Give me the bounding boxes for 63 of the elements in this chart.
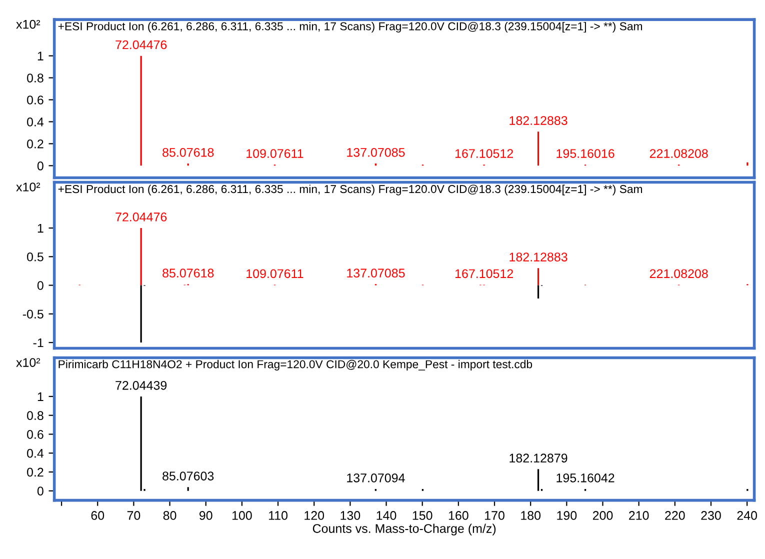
chart-title: +ESI Product Ion (6.261, 6.286, 6.311, 6.335 ... min, 17 Scans) Frag=120.0V CID@18.3 (239.15004[z=1] -> **) Sam <box>58 22 642 33</box>
x-tick-label: 170 <box>485 511 504 520</box>
x-tick-label: 110 <box>269 511 288 520</box>
annotation: 182.12883 <box>510 252 568 262</box>
y-tick-label: 1 <box>38 224 44 233</box>
annotation: 167.10512 <box>455 149 513 158</box>
y-tick-label: 0.2 <box>27 140 44 148</box>
annotation: 182.12883 <box>510 116 568 125</box>
x-axis-title: Counts vs. Mass-to-Charge (m/z) <box>312 524 496 536</box>
chart-title: +ESI Product Ion (6.261, 6.286, 6.311, 6.335 ... min, 17 Scans) Frag=120.0V CID@18.3 (239.15004[z=1] -> **) Sam <box>58 184 642 196</box>
x-tick-label: 200 <box>592 511 613 520</box>
annotation: 85.07618 <box>162 268 214 278</box>
y-tick-label: 0 <box>37 281 44 290</box>
x-tick-label: 70 <box>127 511 140 520</box>
x-tick-label: 210 <box>629 511 649 520</box>
y-tick-label: -1 <box>33 338 44 348</box>
x-tick-label: 190 <box>557 511 577 520</box>
x-tick-label: 100 <box>232 511 252 520</box>
x-tick-label: 230 <box>701 511 721 520</box>
annotation: 85.07603 <box>162 472 214 480</box>
x-tick-label: 120 <box>304 511 324 520</box>
annotation: 221.08208 <box>650 269 708 278</box>
annotation: 109.07611 <box>246 269 304 278</box>
x-tick-label: 240 <box>737 511 758 520</box>
y-axis-title: x10² <box>16 182 40 192</box>
annotation: 72.04439 <box>116 380 167 390</box>
y-tick-label: 0.4 <box>27 448 44 458</box>
annotation: 72.04476 <box>116 40 167 50</box>
y-tick-label: 0 <box>37 486 44 496</box>
annotation: 195.16016 <box>556 149 614 158</box>
annotation: 221.08208 <box>650 149 708 158</box>
x-tick-label: 220 <box>665 511 685 520</box>
x-tick-label: 140 <box>376 511 396 520</box>
annotation: 167.10512 <box>455 269 513 278</box>
x-tick-label: 180 <box>521 511 541 520</box>
y-tick-label: -0.5 <box>22 310 44 319</box>
annotation: 195.16042 <box>556 473 614 482</box>
y-tick-label: 0.5 <box>27 252 44 262</box>
annotation: 72.04476 <box>116 212 167 222</box>
y-tick-label: 0.6 <box>27 430 44 439</box>
y-axis-title: x10² <box>16 358 40 367</box>
y-tick-label: 1 <box>38 52 44 60</box>
annotation: 85.07618 <box>162 148 214 157</box>
annotation: 182.12879 <box>510 454 568 463</box>
annotation: 137.07094 <box>347 473 405 482</box>
y-tick-label: 0 <box>37 161 44 170</box>
y-tick-label: 0.8 <box>27 74 44 82</box>
x-tick-label: 60 <box>91 511 104 520</box>
x-tick-label: 80 <box>163 511 176 520</box>
x-tick-label: 90 <box>199 511 212 520</box>
y-axis-title: x10² <box>16 20 40 29</box>
y-tick-label: 0.6 <box>27 96 44 104</box>
y-tick-label: 0.8 <box>27 411 44 420</box>
y-tick-label: 0.4 <box>27 118 44 126</box>
y-tick-label: 1 <box>38 392 44 401</box>
annotation: 137.07085 <box>347 268 405 278</box>
x-tick-label: 160 <box>448 511 468 520</box>
y-tick-label: 0.2 <box>27 468 44 477</box>
x-tick-label: 150 <box>412 511 432 520</box>
annotation: 137.07085 <box>347 148 405 157</box>
x-tick-label: 130 <box>340 511 360 520</box>
chart-title: Pirimicarb C11H18N4O2 + Product Ion Frag=120.0V CID@20.0 Kempe_Pest - import test.cdb <box>58 360 532 371</box>
annotation: 109.07611 <box>246 149 304 158</box>
